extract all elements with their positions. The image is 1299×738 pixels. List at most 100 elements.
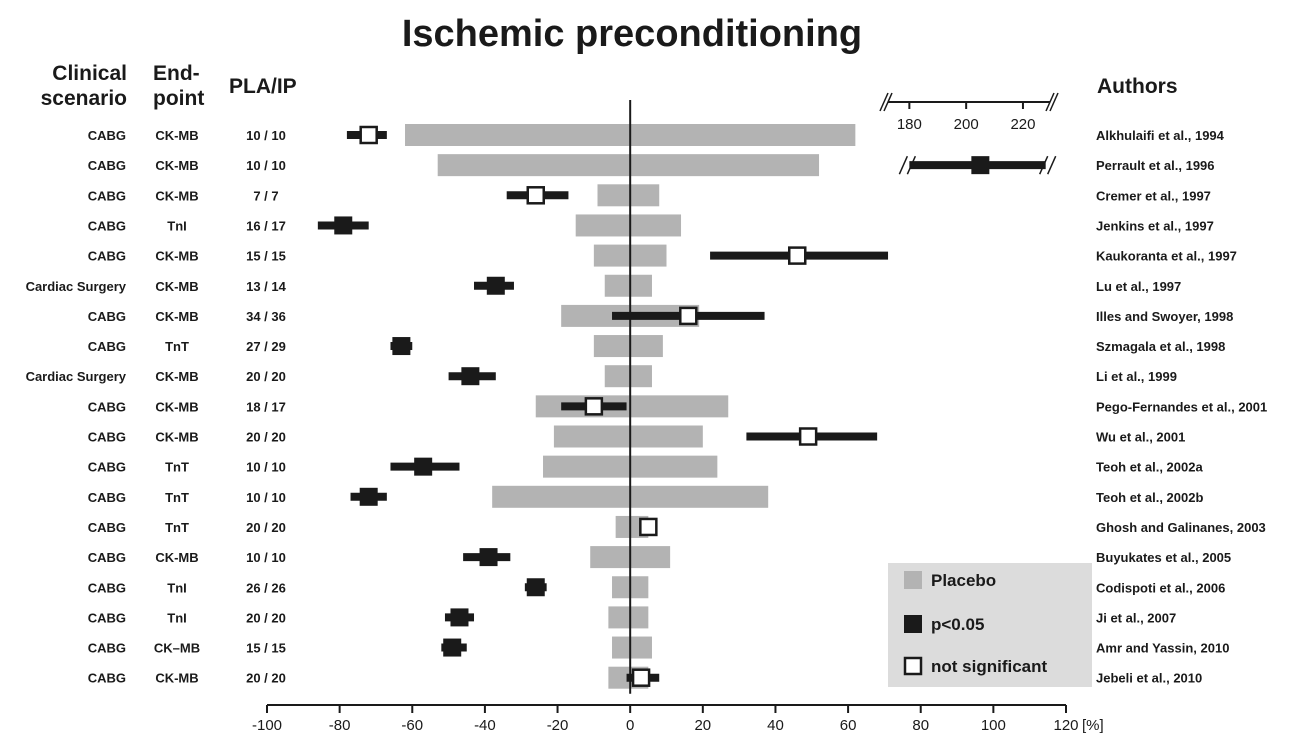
axis-break-mark xyxy=(898,155,909,175)
authors-header: Authors xyxy=(1097,75,1178,98)
row-scenario: CABG xyxy=(88,550,126,565)
row-author: Lu et al., 1997 xyxy=(1096,279,1181,294)
row-scenario: CABG xyxy=(88,490,126,505)
row-ratio: 10 / 10 xyxy=(246,158,286,173)
row-author: Amr and Yassin, 2010 xyxy=(1096,641,1229,656)
row-scenario: CABG xyxy=(88,641,126,656)
significant-marker xyxy=(334,216,353,235)
row-endpoint: TnT xyxy=(165,460,189,475)
endpoint-header-line2: point xyxy=(153,87,204,110)
row-scenario: CABG xyxy=(88,128,126,143)
row-ratio: 20 / 20 xyxy=(246,520,286,535)
x-tick-label: 80 xyxy=(912,717,929,734)
inset-tick-label: 200 xyxy=(954,116,979,133)
endpoint-header-line1: End- xyxy=(153,62,200,85)
row-ratio: 10 / 10 xyxy=(246,460,286,475)
row-endpoint: CK-MB xyxy=(155,430,198,445)
row-scenario: CABG xyxy=(88,188,126,203)
row-author: Illes and Swoyer, 1998 xyxy=(1096,309,1233,324)
scenario-header-line2: scenario xyxy=(41,87,127,110)
placebo-bar xyxy=(535,395,729,418)
row-endpoint: TnT xyxy=(165,339,189,354)
x-tick-label: -40 xyxy=(474,717,496,734)
x-tick-label: 20 xyxy=(694,717,711,734)
row-endpoint: CK–MB xyxy=(154,641,200,656)
chart-title: Ischemic preconditioning xyxy=(402,13,862,55)
row-endpoint: TnI xyxy=(167,218,187,233)
placebo-bar xyxy=(597,184,660,207)
not-significant-marker xyxy=(787,246,807,265)
not-significant-marker xyxy=(639,517,658,537)
row-endpoint: CK-MB xyxy=(155,158,198,173)
row-author: Pego-Fernandes et al., 2001 xyxy=(1096,399,1267,414)
row-scenario: CABG xyxy=(88,309,126,324)
row-ratio: 15 / 15 xyxy=(246,249,286,264)
row-scenario: CABG xyxy=(88,580,126,595)
row-author: Jebeli et al., 2010 xyxy=(1096,671,1202,686)
legend-not-significant-label: not significant xyxy=(931,657,1048,676)
legend-not-significant-swatch xyxy=(903,656,923,676)
row-endpoint: CK-MB xyxy=(155,279,198,294)
row-endpoint: CK-MB xyxy=(155,128,198,143)
x-tick-label: -100 xyxy=(252,717,282,734)
row-author: Li et al., 1999 xyxy=(1096,369,1177,384)
placebo-bar xyxy=(604,274,652,297)
significant-marker xyxy=(443,638,462,657)
row-author: Teoh et al., 2002a xyxy=(1096,460,1203,475)
row-scenario: CABG xyxy=(88,218,126,233)
legend-significant-label: p<0.05 xyxy=(931,615,984,634)
placebo-bar xyxy=(593,335,663,358)
row-ratio: 20 / 20 xyxy=(246,369,286,384)
row-ratio: 34 / 36 xyxy=(246,309,286,324)
row-author: Alkhulaifi et al., 1994 xyxy=(1096,128,1225,143)
x-tick-label: 40 xyxy=(767,717,784,734)
placebo-bar xyxy=(437,154,820,177)
placebo-bar xyxy=(604,365,652,388)
x-tick-label: -60 xyxy=(401,717,423,734)
row-endpoint: CK-MB xyxy=(155,399,198,414)
row-ratio: 7 / 7 xyxy=(253,188,278,203)
inset-break-mark xyxy=(1045,92,1055,112)
axis-break-mark xyxy=(1038,155,1049,175)
row-endpoint: TnT xyxy=(165,490,189,505)
row-scenario: CABG xyxy=(88,671,126,686)
x-tick-label: -20 xyxy=(547,717,569,734)
significant-marker xyxy=(971,156,990,175)
row-ratio: 15 / 15 xyxy=(246,641,286,656)
significant-marker xyxy=(486,276,505,295)
row-ratio: 13 / 14 xyxy=(246,279,287,294)
row-endpoint: CK-MB xyxy=(155,369,198,384)
row-scenario: CABG xyxy=(88,520,126,535)
not-significant-marker xyxy=(679,306,698,326)
not-significant-marker xyxy=(584,397,604,416)
row-author: Ghosh and Galinanes, 2003 xyxy=(1096,520,1266,535)
effect-markers xyxy=(334,125,990,687)
row-author: Ji et al., 2007 xyxy=(1096,610,1176,625)
row-ratio: 20 / 20 xyxy=(246,671,286,686)
significant-marker xyxy=(359,487,378,506)
significant-marker xyxy=(461,367,480,386)
x-tick-label: 100 xyxy=(981,717,1006,734)
row-author: Perrault et al., 1996 xyxy=(1096,158,1215,173)
row-endpoint: TnT xyxy=(165,520,189,535)
row-scenario: CABG xyxy=(88,249,126,264)
row-ratio: 26 / 26 xyxy=(246,580,286,595)
row-ratio: 20 / 20 xyxy=(246,610,286,625)
row-author: Jenkins et al., 1997 xyxy=(1096,218,1214,233)
scenario-header-line1: Clinical xyxy=(52,62,127,85)
row-scenario: CABG xyxy=(88,430,126,445)
row-author: Wu et al., 2001 xyxy=(1096,430,1185,445)
placebo-bar xyxy=(553,425,703,448)
row-scenario: CABG xyxy=(88,339,126,354)
row-endpoint: CK-MB xyxy=(155,188,198,203)
row-scenario: Cardiac Surgery xyxy=(26,369,127,384)
inset-tick-label: 220 xyxy=(1010,116,1035,133)
row-labels: CABG CK-MB 10 / 10 Alkhulaifi et al., 1994 C… xyxy=(26,128,1268,686)
x-tick-label: 120 xyxy=(1053,717,1078,734)
not-significant-marker xyxy=(359,125,378,145)
significant-marker xyxy=(450,608,469,627)
row-ratio: 20 / 20 xyxy=(246,430,286,445)
placebo-bar xyxy=(608,606,649,629)
inset-break-mark xyxy=(879,92,889,112)
inset-break-mark xyxy=(1049,92,1059,112)
